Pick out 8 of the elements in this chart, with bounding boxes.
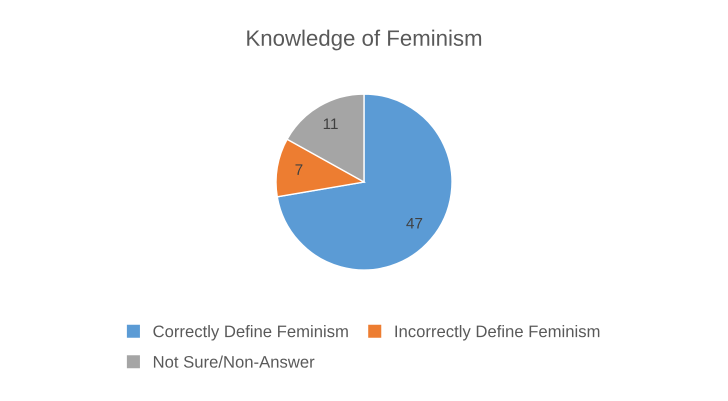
- chart-title: Knowledge of Feminism: [247, 30, 482, 50]
- data-label: 47: [406, 218, 422, 229]
- legend-label: Correctly Define Feminism: [153, 325, 348, 341]
- legend-label: Not Sure/Non-Answer: [154, 356, 314, 368]
- data-label: 7: [295, 164, 302, 175]
- data-label: 11: [324, 118, 338, 130]
- legend-label: Incorrectly Define Feminism: [395, 325, 600, 341]
- pie-slice: [276, 93, 453, 271]
